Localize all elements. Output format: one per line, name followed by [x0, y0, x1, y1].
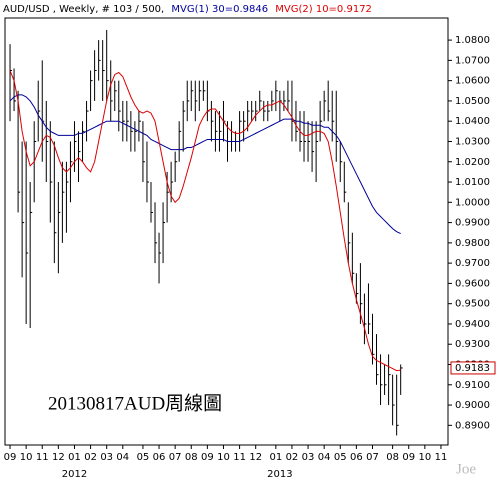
y-tick-label: 0.9700 — [455, 258, 490, 269]
year-label: 2012 — [62, 469, 87, 480]
ma-line — [9, 70, 401, 372]
x-tick-label: 10 — [20, 452, 33, 463]
x-tick-label: 02 — [286, 452, 299, 463]
x-tick-label: 03 — [302, 452, 315, 463]
annotation: 20130817AUD周線圖 — [48, 392, 222, 414]
y-tick-label: 1.0400 — [455, 116, 490, 127]
x-tick-label: 03 — [100, 452, 113, 463]
y-tick-label: 1.0800 — [455, 35, 490, 46]
y-tick-label: 1.0100 — [455, 177, 490, 188]
legend-entry: MVG(2) 10=0.9172 — [275, 4, 372, 15]
y-tick-label: 0.9600 — [455, 278, 490, 289]
x-tick-label: 10 — [418, 452, 431, 463]
x-tick-label: 01 — [269, 452, 282, 463]
y-tick-label: 1.0300 — [455, 136, 490, 147]
x-tick-label: 09 — [4, 452, 17, 463]
x-tick-label: 08 — [386, 452, 399, 463]
x-tick-label: 11 — [233, 452, 246, 463]
y-tick-label: 1.0600 — [455, 76, 490, 87]
x-tick-label: 04 — [318, 452, 331, 463]
y-tick-label: 0.8900 — [455, 420, 490, 431]
x-tick-label: 11 — [435, 452, 448, 463]
x-tick-label: 09 — [201, 452, 214, 463]
chart-title: AUD/USD , Weekly, # 103 / 500, — [3, 4, 164, 15]
y-tick-label: 0.9800 — [455, 238, 490, 249]
x-tick-label: 01 — [68, 452, 81, 463]
x-tick-label: 10 — [217, 452, 230, 463]
y-tick-label: 0.9300 — [455, 339, 490, 350]
x-tick-label: 04 — [116, 452, 129, 463]
year-label: 2013 — [267, 469, 292, 480]
x-tick-label: 07 — [169, 452, 182, 463]
y-tick-label: 0.9500 — [455, 299, 490, 310]
y-tick-label: 1.0200 — [455, 157, 490, 168]
x-tick-label: 06 — [153, 452, 166, 463]
x-tick-label: 11 — [36, 452, 49, 463]
x-tick-label: 08 — [185, 452, 198, 463]
last-price-box — [450, 361, 496, 375]
x-tick-label: 02 — [84, 452, 97, 463]
watermark: Joe — [456, 461, 476, 477]
x-tick-label: 12 — [52, 452, 65, 463]
x-tick-label: 07 — [366, 452, 379, 463]
y-tick-label: 1.0500 — [455, 96, 490, 107]
x-tick-label: 05 — [137, 452, 150, 463]
x-tick-label: 05 — [334, 452, 347, 463]
x-tick-label: 06 — [350, 452, 363, 463]
plot-frame — [4, 17, 449, 446]
x-tick-label: 09 — [402, 452, 415, 463]
y-tick-label: 1.0700 — [455, 55, 490, 66]
legend-entry: MVG(1) 30=0.9846 — [171, 4, 268, 15]
ma-line — [9, 94, 401, 234]
y-tick-label: 0.9400 — [455, 319, 490, 330]
y-tick-label: 0.9100 — [455, 380, 490, 391]
y-tick-label: 1.0000 — [455, 197, 490, 208]
last-price-label: 0.9183 — [455, 363, 490, 374]
y-tick-label: 0.9000 — [455, 400, 490, 411]
x-tick-label: 12 — [249, 452, 262, 463]
chart-header: AUD/USD , Weekly, # 103 / 500, MVG(1) 30… — [3, 4, 372, 15]
y-tick-label: 0.9900 — [455, 218, 490, 229]
